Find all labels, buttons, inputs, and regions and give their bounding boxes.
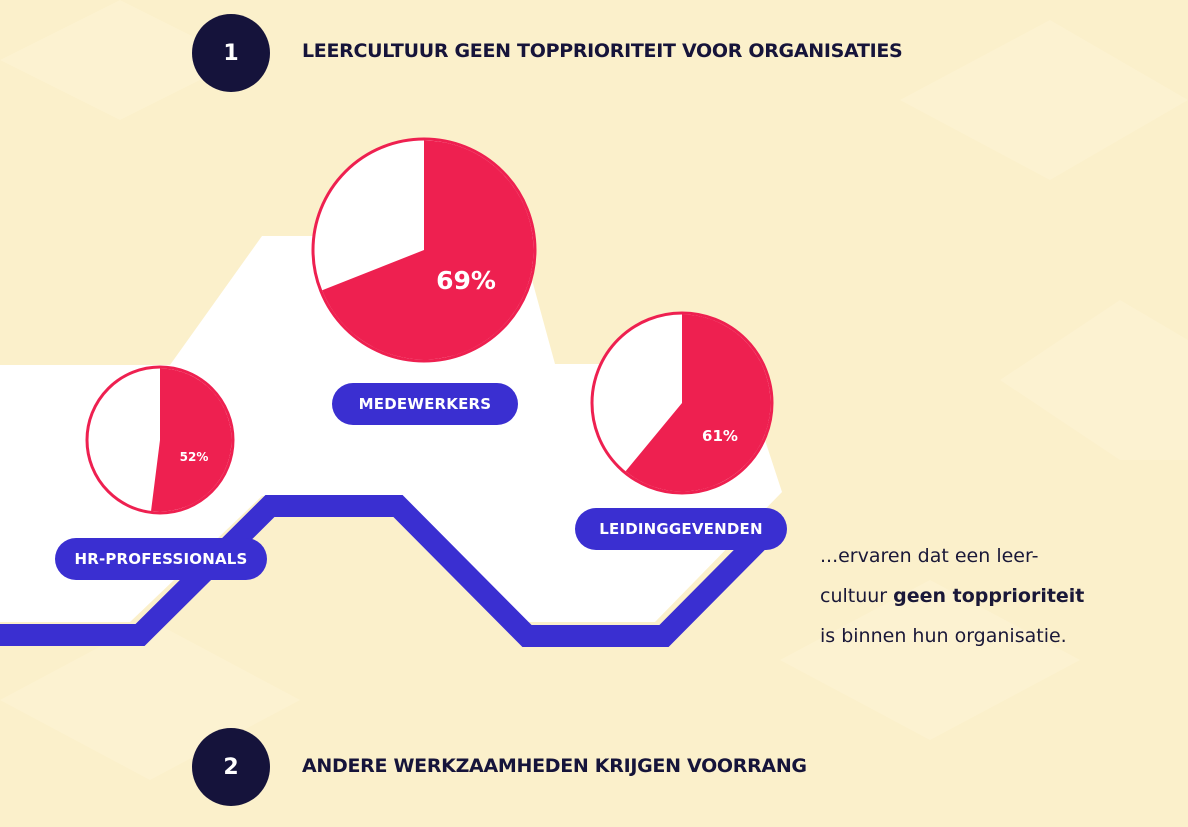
statement-line-2: cultuur geen topprioriteit bbox=[820, 576, 1160, 616]
section-title-1: LEERCULTUUR GEEN TOPPRIORITEIT VOOR ORGA… bbox=[302, 40, 903, 62]
section-number-2: 2 bbox=[223, 754, 239, 780]
pie-slice-value-medewerkers bbox=[322, 140, 534, 360]
section-number-1: 1 bbox=[223, 40, 239, 66]
pie-slice-value-leidinggevenden bbox=[625, 314, 771, 492]
pie-value-label-medewerkers: 69% bbox=[436, 266, 496, 295]
section-title-2: ANDERE WERKZAAMHEDEN KRIJGEN VOORRANG bbox=[302, 755, 807, 777]
pie-chart-hr-professionals: 52% bbox=[85, 365, 235, 515]
statement-line-1: ...ervaren dat een leer- bbox=[820, 545, 1039, 567]
pie-value-label-leidinggevenden: 61% bbox=[702, 427, 738, 445]
category-pill-hr-professionals: HR-PROFESSIONALS bbox=[55, 538, 267, 580]
statement-line-3: is binnen hun organisatie. bbox=[820, 625, 1067, 647]
background-pattern bbox=[0, 0, 1188, 780]
statement-line-2-text: cultuur bbox=[820, 585, 894, 607]
section-number-badge-2: 2 bbox=[192, 728, 270, 806]
category-pill-medewerkers: MEDEWERKERS bbox=[332, 383, 518, 425]
category-pill-leidinggevenden: LEIDINGGEVENDEN bbox=[575, 508, 787, 550]
pie-chart-leidinggevenden: 61% bbox=[590, 311, 774, 495]
statement-emphasis: geen topprioriteit bbox=[893, 585, 1085, 607]
pie-slice-value-hr-professionals bbox=[151, 368, 232, 512]
section-number-badge-1: 1 bbox=[192, 14, 270, 92]
pie-value-label-hr-professionals: 52% bbox=[180, 450, 209, 464]
pie-chart-medewerkers: 69% bbox=[311, 137, 537, 363]
statement-text: ...ervaren dat een leer- cultuur geen to… bbox=[820, 536, 1160, 656]
blue-ribbon-line bbox=[0, 495, 787, 647]
